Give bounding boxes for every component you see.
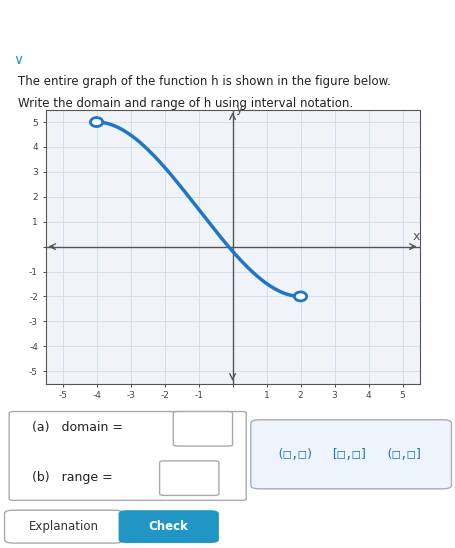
Text: (b)   range =: (b) range = [32, 471, 112, 484]
Text: Domain and range from the graph of a continuous function: Domain and range from the graph of a con… [27, 37, 419, 50]
Text: (□,□]: (□,□] [384, 448, 422, 461]
Text: Check: Check [148, 520, 188, 533]
FancyBboxPatch shape [5, 510, 123, 543]
Circle shape [294, 292, 306, 301]
Text: (□,□): (□,□) [275, 448, 313, 461]
Text: ∨: ∨ [14, 53, 24, 67]
FancyBboxPatch shape [250, 420, 450, 489]
FancyBboxPatch shape [118, 510, 218, 543]
Text: [□,□]: [□,□] [330, 448, 367, 461]
Text: ≡: ≡ [14, 15, 26, 30]
Text: The entire graph of the function h is shown in the figure below.: The entire graph of the function h is sh… [18, 76, 390, 88]
Circle shape [90, 118, 102, 127]
Text: ○  Lines and Functions: ○ Lines and Functions [55, 15, 166, 25]
Text: Explanation: Explanation [29, 520, 99, 533]
FancyBboxPatch shape [9, 412, 246, 500]
Text: Write the domain and range of h using interval notation.: Write the domain and range of h using in… [18, 97, 353, 110]
Text: x: x [411, 230, 419, 243]
FancyBboxPatch shape [173, 412, 232, 446]
Text: (a)   domain =: (a) domain = [32, 421, 123, 435]
Text: y: y [235, 102, 243, 115]
FancyBboxPatch shape [159, 461, 218, 495]
